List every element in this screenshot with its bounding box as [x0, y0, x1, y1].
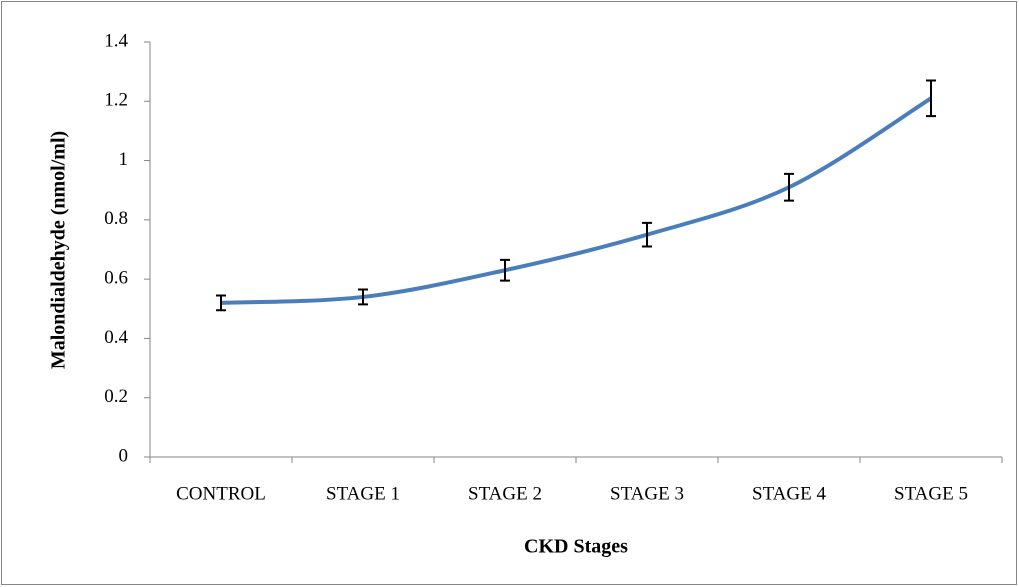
x-axis-title: CKD Stages	[524, 536, 628, 558]
error-bar	[642, 221, 652, 248]
x-tick-label: STAGE 4	[752, 483, 826, 504]
y-tick-label: 0.2	[104, 386, 128, 407]
y-tick-label: 0.8	[104, 208, 128, 229]
x-tick-label: STAGE 2	[468, 483, 542, 504]
data-line	[220, 96, 933, 305]
y-tick-label: 0.6	[104, 268, 128, 289]
x-tick-label: STAGE 1	[326, 483, 400, 504]
y-tick-label: 1.4	[104, 30, 128, 51]
error-bar	[216, 294, 226, 312]
error-bar	[500, 258, 510, 282]
y-tick-label: 1.2	[104, 90, 128, 111]
y-tick-label: 0.4	[104, 327, 128, 348]
y-tick-label: 1	[119, 149, 129, 170]
y-tick-label: 0	[119, 445, 129, 466]
error-bar	[784, 172, 794, 202]
x-tick-label: STAGE 3	[610, 483, 684, 504]
error-bar	[358, 288, 368, 306]
x-tick-label: CONTROL	[176, 483, 266, 504]
error-bar	[926, 79, 936, 118]
x-tick-label: STAGE 5	[894, 483, 968, 504]
y-axis-title: Malondialdehyde (nmol/ml)	[48, 131, 70, 369]
